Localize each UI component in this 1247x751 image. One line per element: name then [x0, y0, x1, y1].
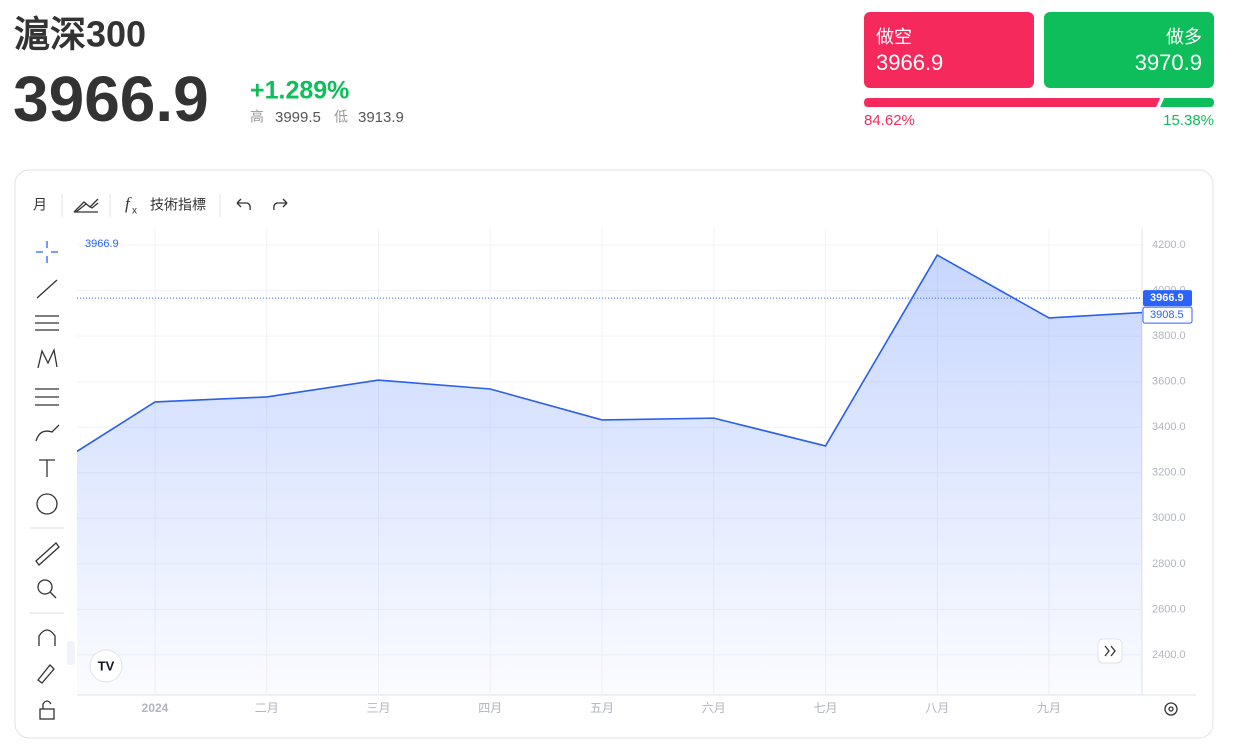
interval[interactable]: 月: [33, 197, 47, 213]
ruler-tool[interactable]: [35, 542, 60, 566]
x-tick-label: 三月: [366, 701, 390, 715]
y-tick-label: 3800.0: [1152, 330, 1186, 342]
short-label[interactable]: 做空: [876, 27, 912, 47]
zoom-tool[interactable]: [37, 579, 53, 595]
x-tick-label: 2024: [142, 701, 169, 715]
x-tick-label: 五月: [590, 701, 614, 715]
logo[interactable]: TV: [98, 658, 115, 673]
x-tick-label: 八月: [925, 701, 949, 715]
y-tick-label: 3600.0: [1152, 376, 1186, 388]
settings[interactable]: [1168, 706, 1174, 712]
x-tick-label: 四月: [478, 701, 502, 715]
emoji-tool[interactable]: [36, 493, 58, 515]
area: [77, 255, 1142, 695]
fib-tool[interactable]: [35, 315, 59, 331]
magnet-tool[interactable]: [38, 629, 56, 646]
x-tick-label: 六月: [702, 701, 726, 715]
y-tick-label: 3000.0: [1152, 512, 1186, 524]
scroll-right[interactable]: [1097, 638, 1123, 664]
x-tick-label: 九月: [1037, 701, 1061, 715]
long-price[interactable]: 3970.9: [1135, 50, 1202, 75]
short-button[interactable]: 做空 3966.9: [864, 12, 1034, 88]
long-box[interactable]: [1044, 12, 1214, 88]
top-toolbar: 月 f x 技術指標: [33, 194, 288, 217]
crosshair-tool[interactable]: [36, 241, 58, 263]
redo[interactable]: [273, 198, 288, 211]
price-badge-label: 3966.9: [1150, 292, 1184, 304]
long-label[interactable]: 做多: [1166, 27, 1202, 47]
fx-icon[interactable]: x: [132, 206, 137, 217]
long-share: [1160, 98, 1214, 107]
text-tool[interactable]: [39, 459, 55, 477]
change: +1.289%: [250, 77, 349, 105]
y-tick-label: 3400.0: [1152, 421, 1186, 433]
zoom-tool[interactable]: [49, 591, 57, 599]
plot: [77, 228, 1142, 695]
short-box[interactable]: [864, 12, 1034, 88]
high-label: 高: [250, 109, 264, 125]
chart-type-icon[interactable]: [73, 198, 99, 213]
scroll-right[interactable]: [1104, 645, 1116, 657]
x-tick-label: 二月: [255, 701, 279, 715]
short-share-label: 84.62%: [864, 112, 915, 129]
indicators[interactable]: 技術指標: [150, 197, 206, 213]
undo[interactable]: [236, 198, 251, 211]
title: 滬深300: [14, 14, 146, 55]
pattern-tool[interactable]: [37, 347, 58, 369]
high: 3999.5: [275, 109, 321, 126]
short-price[interactable]: 3966.9: [876, 50, 943, 75]
long-share-label: 15.38%: [1163, 112, 1214, 129]
price: 3966.9: [13, 63, 209, 135]
low: 3913.9: [358, 109, 404, 126]
price-badge: [1143, 290, 1192, 307]
left-toolbar: [30, 241, 64, 720]
settings[interactable]: [1164, 702, 1178, 716]
sentiment-bar: 84.62% 15.38%: [864, 98, 1214, 129]
lock-tool[interactable]: [42, 700, 52, 709]
y-tick-label: 3200.0: [1152, 467, 1186, 479]
projection-tool[interactable]: [35, 388, 59, 406]
lock-tool[interactable]: [39, 708, 55, 720]
lock-draw-tool[interactable]: [37, 664, 55, 684]
brush-tool[interactable]: [35, 424, 60, 442]
logo[interactable]: [89, 649, 123, 683]
y-tick-label: 2600.0: [1152, 603, 1186, 615]
x-tick-label: 七月: [813, 701, 837, 715]
last-badge: [1142, 306, 1193, 324]
axes: 2400.0 2600.0 2800.0 3000.0 3200.0 3400.0 3600…: [85, 238, 1193, 715]
y-tick-label: 2800.0: [1152, 558, 1186, 570]
last-badge-label: 3908.5: [1150, 309, 1184, 321]
long-button[interactable]: 做多 3970.9: [1044, 12, 1214, 88]
short-share: [864, 98, 1161, 107]
line: [77, 254, 1142, 453]
price-line-label: 3966.9: [85, 238, 119, 250]
collapse-toolbar[interactable]: [67, 641, 75, 665]
y-tick-label: 2400.0: [1152, 649, 1186, 661]
y-tick-label: 4200.0: [1152, 239, 1186, 251]
fx-icon[interactable]: f: [125, 194, 132, 213]
line-tool[interactable]: [36, 279, 58, 299]
low-label: 低: [334, 109, 348, 125]
